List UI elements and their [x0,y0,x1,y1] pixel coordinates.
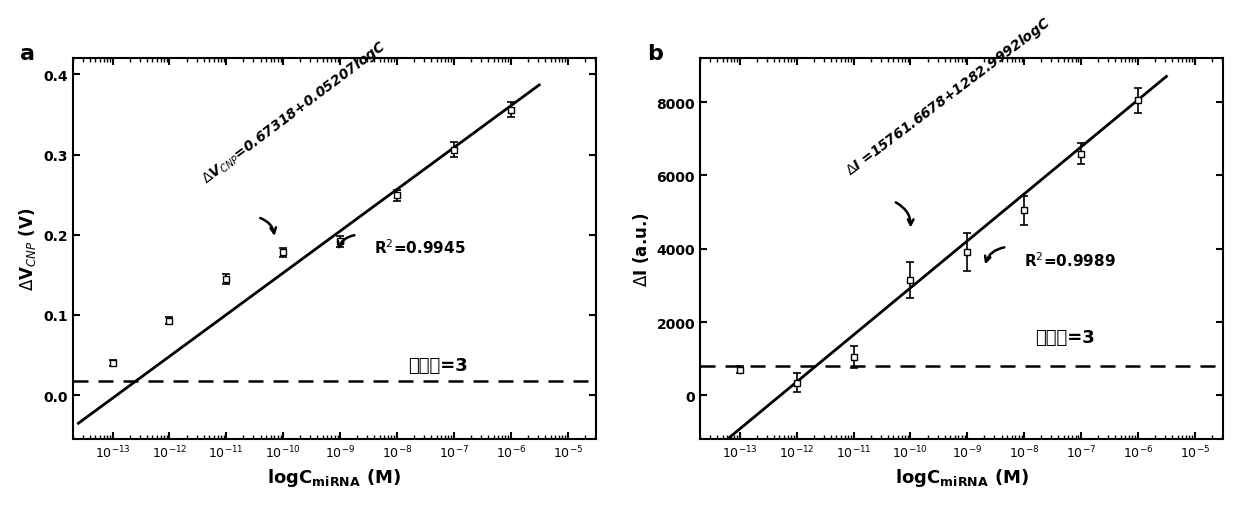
Text: R$^2$=0.9945: R$^2$=0.9945 [374,238,466,257]
Text: b: b [647,44,663,64]
Text: R$^2$=0.9989: R$^2$=0.9989 [1024,251,1116,270]
X-axis label: $\mathbf{logC_{miRNA}}$ (M): $\mathbf{logC_{miRNA}}$ (M) [895,467,1028,488]
Text: $\Delta$I =15761.6678+1282.9992logC: $\Delta$I =15761.6678+1282.9992logC [842,14,1054,180]
Text: a: a [20,44,36,64]
X-axis label: $\mathbf{logC_{miRNA}}$ (M): $\mathbf{logC_{miRNA}}$ (M) [268,467,402,488]
Text: $\Delta$V$_{CNP}$=0.67318+0.05207logC: $\Delta$V$_{CNP}$=0.67318+0.05207logC [198,37,389,187]
Text: 信噪比=3: 信噪比=3 [1035,328,1095,346]
Y-axis label: $\Delta$V$_{CNP}$ (V): $\Delta$V$_{CNP}$ (V) [16,208,37,291]
Y-axis label: $\Delta$I (a.u.): $\Delta$I (a.u.) [631,212,651,287]
Text: 信噪比=3: 信噪比=3 [408,356,469,374]
